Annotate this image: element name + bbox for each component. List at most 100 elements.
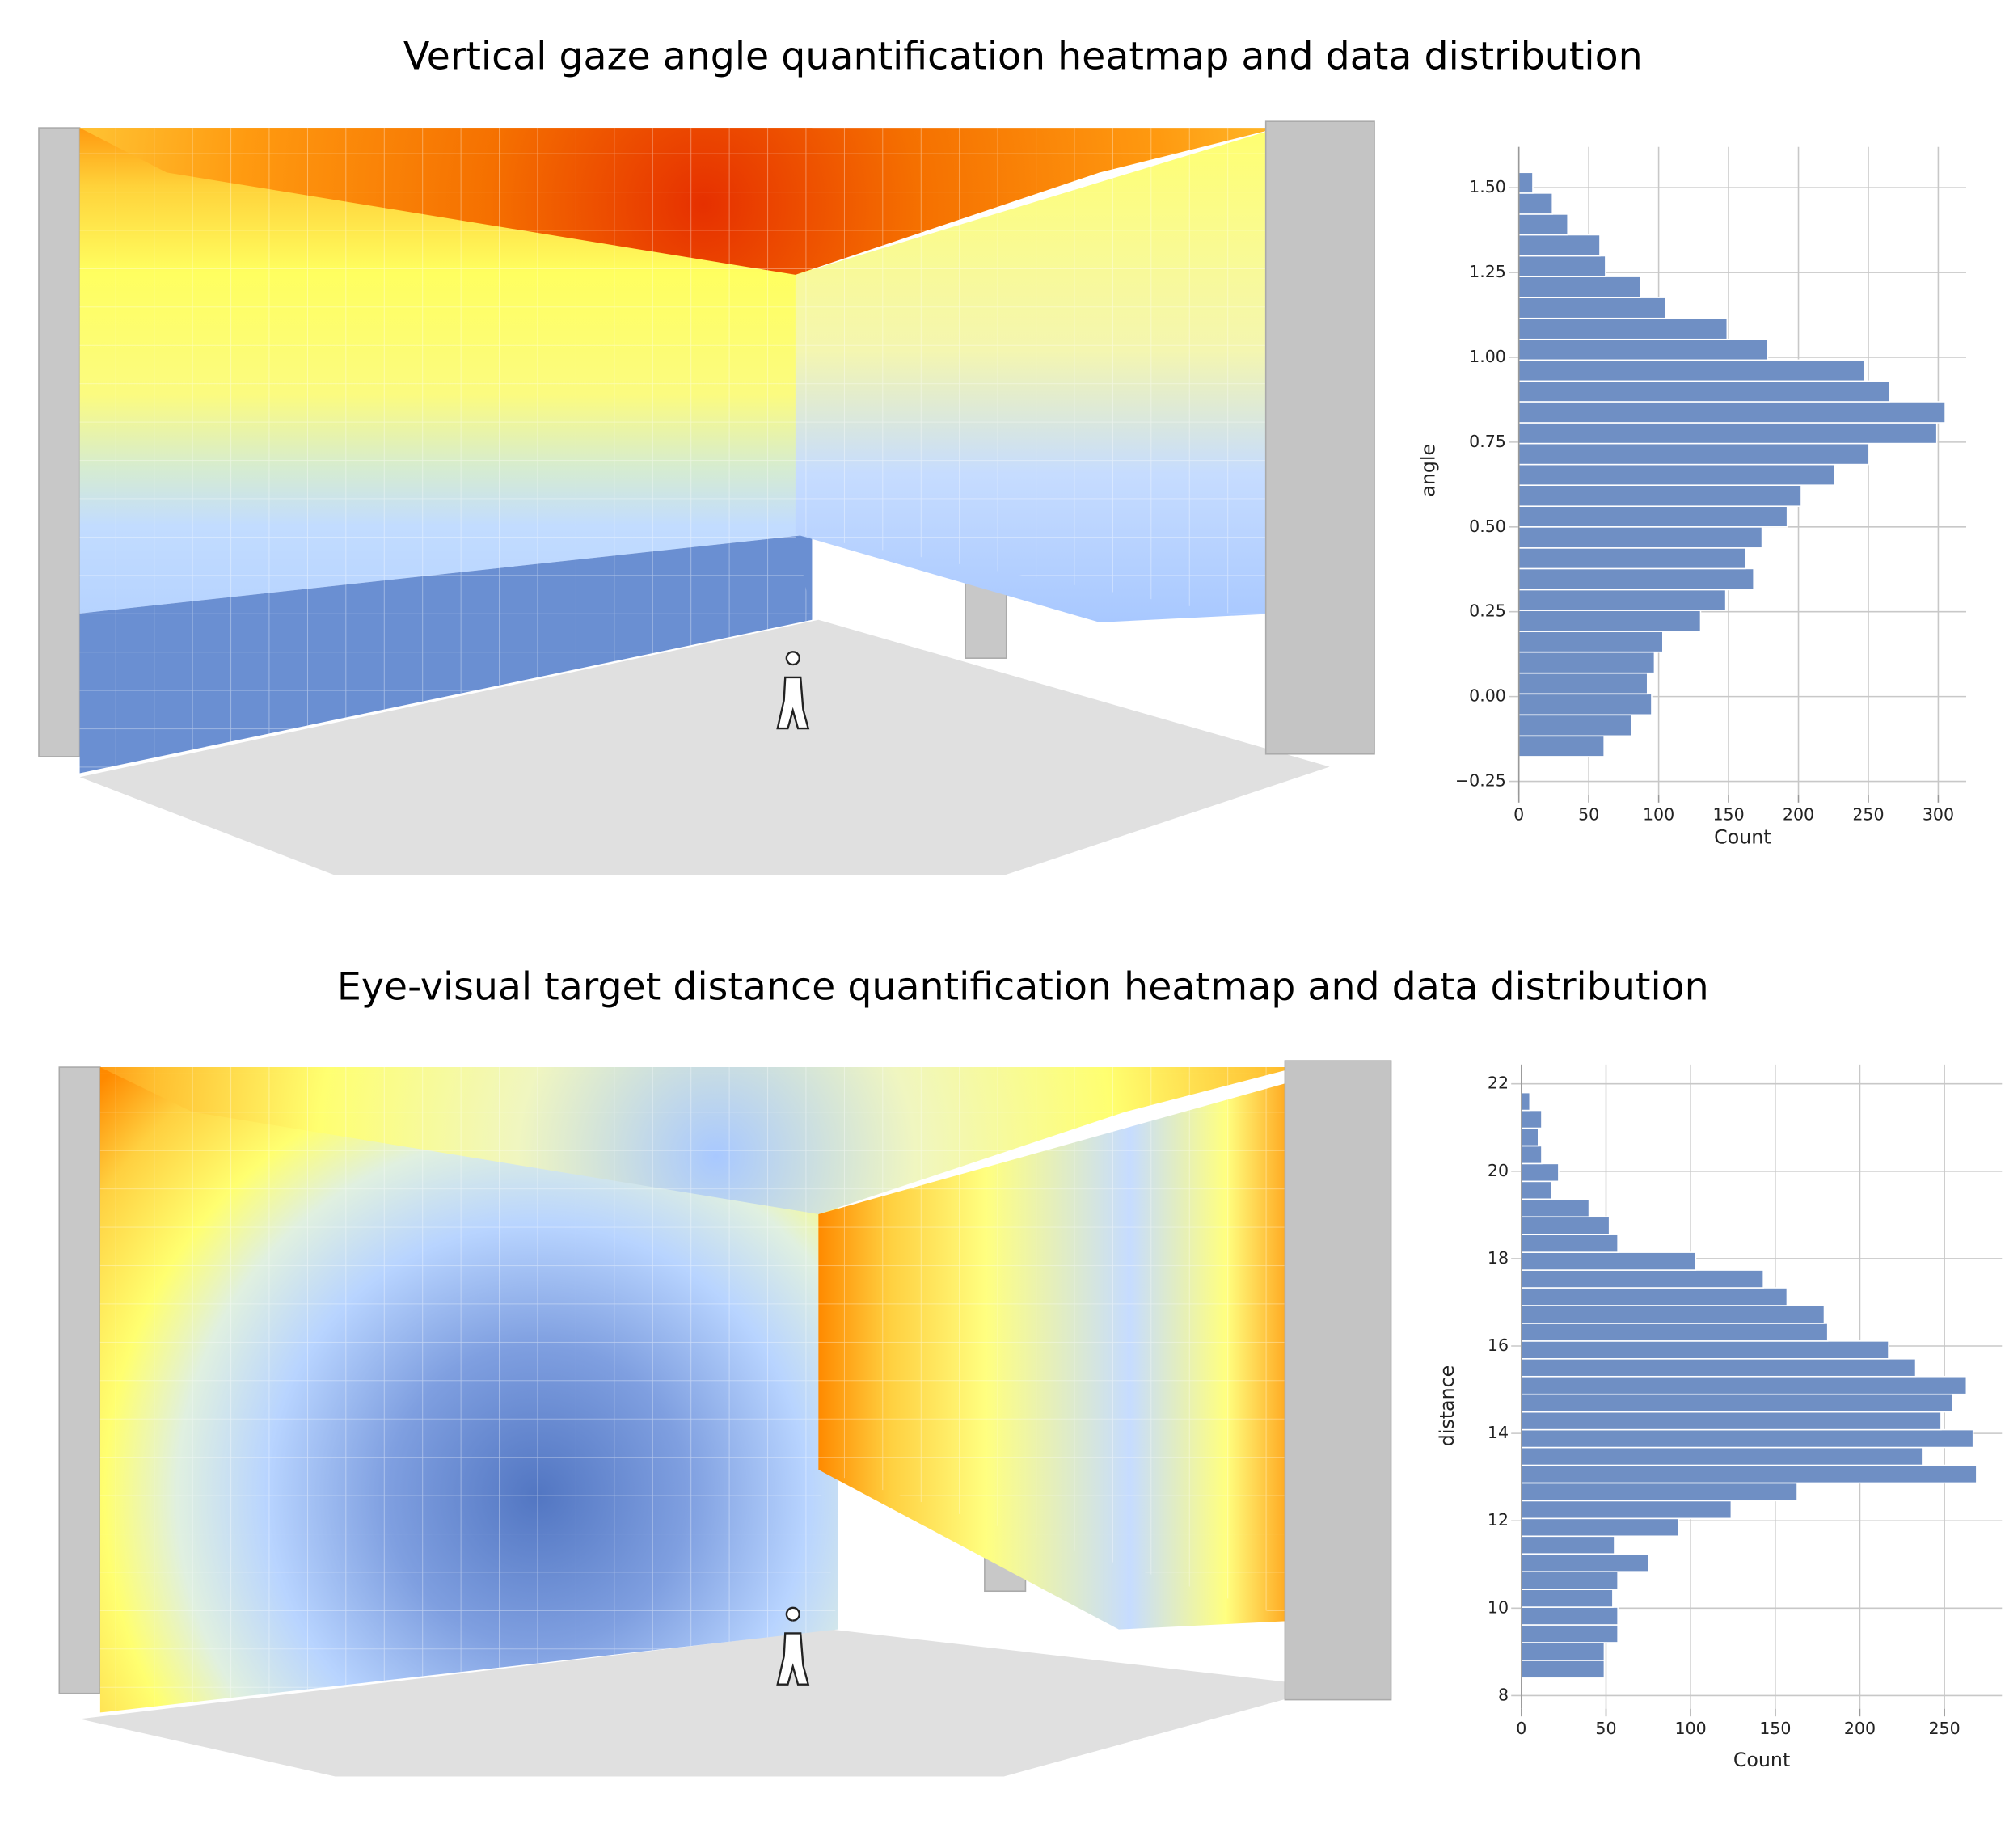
bar	[1521, 1287, 1788, 1306]
y-tick-label: 0.25	[1469, 601, 1506, 621]
x-tick-label: 100	[1643, 805, 1674, 825]
bar	[1521, 1145, 1543, 1165]
bar	[1521, 1109, 1543, 1129]
bar	[1521, 1251, 1697, 1271]
y-tick-label: −0.25	[1455, 771, 1506, 791]
y-tick-label: 18	[1488, 1248, 1509, 1268]
bar	[1521, 1234, 1619, 1253]
bar	[1521, 1571, 1619, 1590]
bar	[1521, 1642, 1606, 1661]
bar	[1521, 1323, 1829, 1342]
bar	[1521, 1180, 1553, 1200]
x-tick-label: 200	[1844, 1719, 1876, 1738]
bar	[1517, 714, 1633, 737]
bar	[1521, 1375, 1968, 1395]
bar	[1521, 1482, 1798, 1502]
bar	[1517, 463, 1836, 486]
bar	[1517, 567, 1754, 591]
y-tick-label: 10	[1488, 1597, 1509, 1617]
y-tick-label: 16	[1488, 1335, 1509, 1355]
bar	[1521, 1411, 1942, 1431]
y-axis-label: angle	[1417, 444, 1440, 497]
bar	[1517, 484, 1802, 507]
x-tick-label: 250	[1852, 805, 1884, 825]
x-tick-label: 0	[1513, 805, 1524, 825]
y-tick-label: 0.50	[1469, 517, 1506, 536]
bar	[1517, 526, 1763, 549]
x-axis-label: Count	[1714, 826, 1771, 849]
bar	[1521, 1589, 1614, 1608]
y-tick-label: 8	[1498, 1685, 1509, 1704]
x-tick-label: 50	[1595, 1719, 1616, 1738]
y-tick-label: 1.50	[1469, 177, 1506, 196]
bar	[1521, 1340, 1889, 1360]
bar	[1521, 1500, 1733, 1520]
bar	[1517, 735, 1605, 757]
y-tick-label: 1.25	[1469, 262, 1506, 281]
x-tick-label: 100	[1675, 1719, 1707, 1738]
bar	[1517, 631, 1664, 653]
bar	[1517, 651, 1656, 674]
x-tick-label: 50	[1578, 805, 1599, 825]
bar	[1517, 589, 1727, 611]
bar	[1517, 401, 1946, 424]
bar	[1517, 442, 1869, 466]
chart-title: Eye-visual target distance quantificatio…	[337, 965, 1709, 1010]
bar	[1517, 317, 1729, 340]
x-tick-label: 200	[1783, 805, 1814, 825]
x-tick-label: 150	[1712, 805, 1744, 825]
bar	[1521, 1091, 1531, 1112]
bar	[1521, 1393, 1954, 1413]
y-tick-label: 14	[1488, 1423, 1509, 1442]
bar	[1517, 672, 1648, 695]
bar	[1517, 380, 1890, 403]
y-tick-label: 12	[1488, 1510, 1509, 1529]
bar	[1517, 610, 1702, 632]
bar	[1521, 1358, 1917, 1378]
bar	[1521, 1127, 1539, 1147]
x-tick-label: 300	[1923, 805, 1954, 825]
y-tick-label: 20	[1488, 1161, 1509, 1180]
x-tick-label: 0	[1516, 1719, 1526, 1738]
bar	[1517, 213, 1568, 236]
histograms: 0 50 100 150 200 250 300−0.250.000.250.500.751…	[1417, 146, 2003, 1771]
bar	[1521, 1269, 1764, 1289]
bar	[1521, 1446, 1923, 1466]
bar	[1521, 1428, 1974, 1449]
bar	[1521, 1553, 1649, 1572]
y-tick-label: 1.00	[1469, 347, 1506, 366]
bar	[1517, 276, 1641, 298]
y-tick-label: 22	[1488, 1074, 1509, 1093]
bar	[1517, 192, 1553, 215]
bar	[1517, 171, 1534, 194]
y-tick-label: 0.75	[1469, 432, 1506, 451]
bar	[1517, 359, 1865, 382]
bar	[1521, 1517, 1680, 1538]
x-tick-label: 250	[1929, 1719, 1961, 1738]
bar	[1521, 1198, 1590, 1218]
bar	[1521, 1216, 1610, 1235]
x-axis-label: Count	[1733, 1749, 1790, 1771]
bar	[1521, 1162, 1560, 1183]
y-tick-label: 0.00	[1469, 686, 1506, 706]
bar	[1517, 547, 1746, 570]
bar	[1517, 505, 1788, 528]
bar	[1521, 1624, 1619, 1643]
bar	[1521, 1535, 1615, 1555]
bar	[1517, 338, 1769, 361]
x-tick-label: 150	[1759, 1719, 1791, 1738]
bar	[1517, 255, 1606, 277]
bar	[1517, 234, 1601, 257]
chart-title: Vertical gaze angle quantification heatm…	[403, 35, 1643, 79]
heatmap-illustration	[38, 120, 1392, 1777]
bar	[1521, 1606, 1619, 1626]
bar	[1517, 693, 1653, 716]
bar	[1521, 1305, 1826, 1324]
y-axis-label: distance	[1436, 1365, 1458, 1446]
bar	[1521, 1660, 1606, 1679]
bar	[1517, 422, 1938, 445]
bar	[1521, 1464, 1978, 1484]
bar	[1517, 297, 1667, 319]
